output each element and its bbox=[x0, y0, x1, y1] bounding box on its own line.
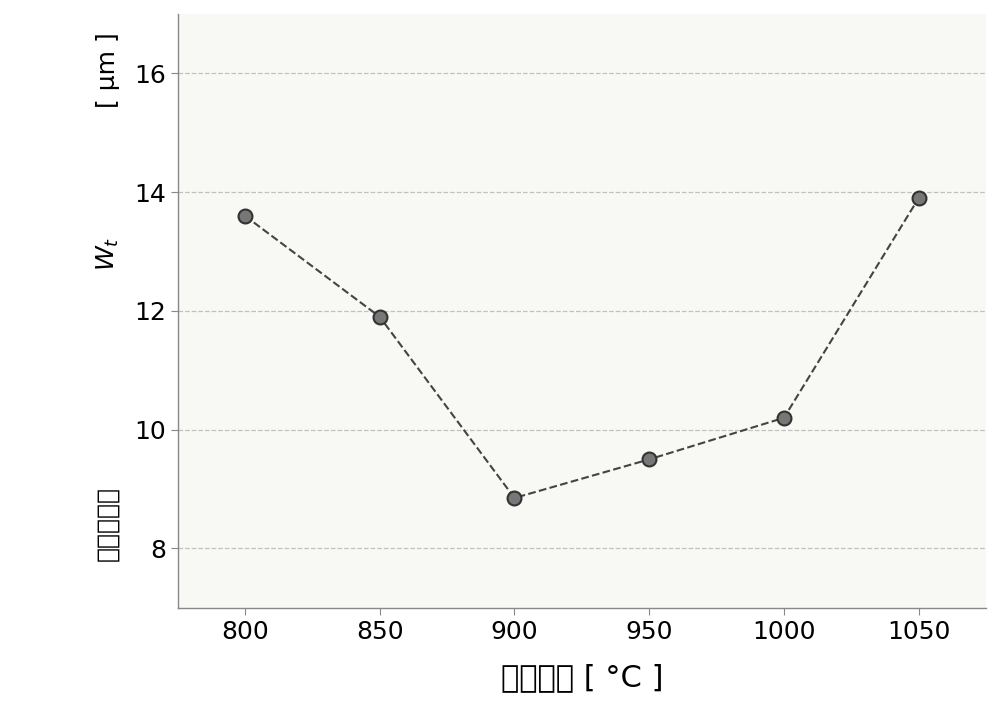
Text: [ μm ]: [ μm ] bbox=[96, 32, 120, 108]
X-axis label: 退火温度 [ °C ]: 退火温度 [ °C ] bbox=[501, 663, 663, 692]
Text: $W_t$: $W_t$ bbox=[94, 237, 121, 272]
Text: 起皼高度，: 起皼高度， bbox=[96, 486, 120, 561]
